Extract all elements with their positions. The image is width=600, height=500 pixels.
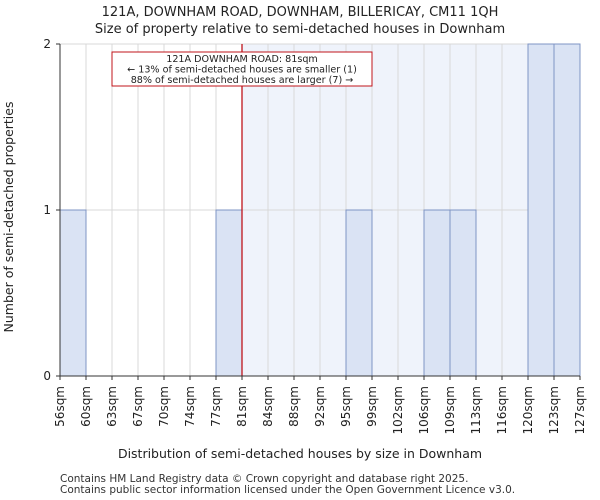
bar bbox=[59, 209, 87, 377]
x-tick-label: 127sqm bbox=[573, 386, 587, 434]
x-tick-label: 116sqm bbox=[495, 386, 509, 434]
annotation-line-3: 88% of semi-detached houses are larger (… bbox=[131, 75, 354, 86]
x-tick-label: 92sqm bbox=[313, 386, 327, 427]
footer-copyright: Contains HM Land Registry data © Crown c… bbox=[60, 473, 469, 485]
x-tick-label: 113sqm bbox=[469, 386, 483, 434]
x-tick-label: 63sqm bbox=[105, 386, 119, 427]
bar bbox=[345, 209, 373, 377]
x-tick-label: 99sqm bbox=[365, 386, 379, 427]
x-tick-label: 67sqm bbox=[131, 386, 145, 427]
chart-title: 121A, DOWNHAM ROAD, DOWNHAM, BILLERICAY,… bbox=[102, 5, 499, 20]
bar bbox=[527, 43, 555, 377]
y-axis-label: Number of semi-detached properties bbox=[1, 102, 16, 333]
annotation-box bbox=[111, 51, 373, 87]
x-tick-label: 123sqm bbox=[547, 386, 561, 434]
x-tick-label: 109sqm bbox=[443, 386, 457, 434]
x-tick-label: 102sqm bbox=[391, 386, 405, 434]
x-tick-label: 120sqm bbox=[521, 386, 535, 434]
x-tick-label: 81sqm bbox=[235, 386, 249, 427]
y-tick-label: 1 bbox=[43, 203, 51, 217]
x-tick-label: 74sqm bbox=[183, 386, 197, 427]
x-tick-label: 70sqm bbox=[157, 386, 171, 427]
chart-subtitle: Size of property relative to semi-detach… bbox=[95, 22, 505, 37]
y-tick-label: 2 bbox=[43, 37, 51, 51]
x-tick-label: 77sqm bbox=[209, 386, 223, 427]
x-tick-label: 84sqm bbox=[261, 386, 275, 427]
x-tick-label: 60sqm bbox=[79, 386, 93, 427]
footer-licence: Contains public sector information licen… bbox=[60, 484, 516, 496]
annotation-line-2: ← 13% of semi-detached houses are smalle… bbox=[127, 65, 357, 76]
bar bbox=[449, 209, 477, 377]
bar bbox=[215, 209, 243, 377]
y-tick-label: 0 bbox=[43, 369, 51, 383]
x-tick-label: 95sqm bbox=[339, 386, 353, 427]
bar bbox=[553, 43, 581, 377]
plot-area: 0 1 2 56sqm 60sqm 63sqm 67sqm 70sqm 74sqm 77sqm 81… bbox=[43, 37, 587, 434]
x-tick-label: 106sqm bbox=[417, 386, 431, 434]
annotation-line-1: 121A DOWNHAM ROAD: 81sqm bbox=[166, 54, 318, 65]
bar bbox=[423, 209, 451, 377]
x-axis-label: Distribution of semi-detached houses by … bbox=[118, 446, 482, 461]
x-tick-label: 56sqm bbox=[53, 386, 67, 427]
x-tick-label: 88sqm bbox=[287, 386, 301, 427]
